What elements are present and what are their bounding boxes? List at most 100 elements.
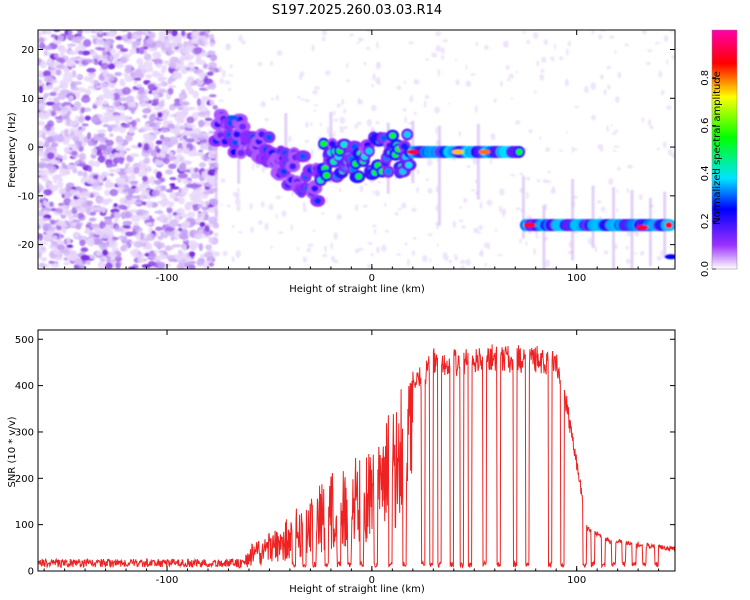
- spectrogram-noise-blob: [313, 104, 319, 107]
- spectrogram-noise-blob: [121, 87, 131, 95]
- spectrogram-noise-blob: [170, 235, 176, 241]
- spectrogram-noise-blob: [574, 105, 579, 109]
- spectrogram-noise-blob: [137, 256, 144, 264]
- spectrogram-noise-blob: [465, 64, 468, 70]
- snr-y-tick-label: 400: [15, 381, 34, 392]
- spectrogram-noise-blob: [169, 177, 177, 181]
- spectrogram-noise-blob: [231, 255, 235, 263]
- spectrogram-noise-blob: [77, 50, 84, 55]
- spectrogram-noise-blob: [157, 101, 165, 108]
- spectrogram-signal-core: [265, 134, 273, 141]
- spectrogram-noise-blob: [127, 31, 132, 40]
- spectrogram-noise-blob: [608, 177, 614, 186]
- spectrogram-streak: [437, 125, 441, 226]
- spectrogram-noise-blob: [149, 122, 157, 127]
- spectrogram-noise-blob: [168, 84, 177, 89]
- spectrogram-noise-blob: [91, 147, 98, 156]
- spectrogram-noise-blob: [193, 184, 202, 188]
- spectrogram-noise-blob: [115, 53, 120, 58]
- spectrogram-noise-blob: [161, 64, 167, 72]
- spectrogram-noise-blob: [204, 200, 210, 207]
- spectrogram-noise-blob: [199, 52, 209, 57]
- spectrogram-noise-blob: [128, 187, 136, 194]
- spectrogram-signal-core: [239, 123, 247, 130]
- spectrogram-noise-blob: [226, 204, 231, 208]
- spectrogram-noise-blob: [363, 61, 367, 66]
- spectrogram-noise-blob: [435, 185, 439, 193]
- spectrogram-noise-blob: [666, 58, 669, 66]
- spectrogram-noise-blob: [48, 58, 53, 64]
- spectrogram-noise-blob: [84, 115, 92, 121]
- spectrogram-signal-core: [311, 185, 319, 192]
- spectrogram-noise-blob: [660, 89, 665, 96]
- spectrogram-noise-blob: [227, 43, 231, 51]
- spectrogram-noise-blob: [528, 129, 533, 134]
- spectrogram-signal-core: [405, 161, 413, 169]
- spectrogram-noise-blob: [150, 177, 156, 186]
- spectrogram-noise-blob: [641, 117, 645, 123]
- spectrogram-noise-blob: [370, 104, 377, 112]
- spectrogram-noise-blob: [401, 202, 407, 209]
- spectrogram-noise-blob: [138, 86, 145, 94]
- spectrogram-noise-blob: [184, 169, 191, 173]
- spectrogram-noise-blob: [63, 197, 72, 206]
- spectrogram-signal-core: [230, 148, 238, 156]
- spectrogram-noise-blob: [154, 40, 163, 48]
- spectrogram-noise-blob: [103, 112, 113, 117]
- spectrogram-noise-blob: [135, 47, 140, 54]
- spectrogram-noise-blob: [45, 123, 52, 132]
- spectrogram-noise-blob: [231, 224, 235, 229]
- spectrogram-noise-blob: [158, 31, 167, 38]
- spectrogram-noise-blob: [75, 186, 81, 190]
- spectrogram-noise-blob: [77, 140, 83, 148]
- spectrogram-noise-blob: [80, 254, 91, 261]
- spectrogram-noise-blob: [143, 53, 152, 61]
- spectrogram-noise-blob: [366, 30, 372, 33]
- spectrogram-noise-blob: [465, 258, 471, 266]
- spectrogram-noise-blob: [428, 258, 432, 262]
- spectrogram-noise-blob: [171, 30, 178, 37]
- spectrogram-noise-blob: [142, 114, 148, 119]
- spectrogram-noise-blob: [610, 124, 613, 127]
- spectrogram-noise-blob: [193, 46, 203, 55]
- spectrogram-hotspot: [636, 225, 649, 231]
- spectrogram-noise-blob: [331, 132, 336, 138]
- spectrogram-noise-blob: [66, 59, 76, 67]
- spectrogram-noise-blob: [97, 129, 107, 134]
- snr-plot-area: [38, 330, 675, 571]
- spectrogram-noise-blob: [42, 226, 49, 232]
- spectrogram-noise-blob: [338, 188, 342, 193]
- spectrogram-noise-blob: [599, 74, 604, 80]
- snr-x-tick-label: 0: [369, 575, 375, 586]
- spectrogram-noise-blob: [73, 101, 82, 109]
- spectrogram-noise-blob: [173, 197, 180, 202]
- spectrogram-noise-blob: [238, 35, 244, 42]
- spectrogram-noise-blob: [168, 61, 177, 69]
- spectrogram-noise-blob: [99, 230, 110, 239]
- colorbar-tick-label: 0.0: [700, 261, 711, 277]
- spectrogram-noise-blob: [536, 179, 541, 183]
- spectrogram-noise-blob: [479, 249, 484, 257]
- spectrogram-noise-blob: [363, 183, 369, 186]
- spectrogram-noise-blob: [72, 231, 80, 238]
- spectrogram-noise-blob: [70, 131, 76, 137]
- spectrogram-noise-blob: [486, 199, 493, 206]
- spectrogram-noise-blob: [125, 95, 135, 103]
- spectrogram-noise-blob: [141, 184, 151, 189]
- spectrogram-noise-blob: [119, 97, 128, 102]
- spectrogram-noise-blob: [51, 240, 58, 246]
- spectrogram-noise-blob: [435, 126, 438, 135]
- spectrogram-noise-blob: [123, 73, 128, 77]
- spectrogram-noise-blob: [86, 207, 91, 216]
- spectrogram-noise-blob: [213, 222, 220, 229]
- spectrogram-noise-blob: [63, 261, 70, 266]
- spectrogram-noise-blob: [603, 250, 609, 255]
- snr-frame: [37, 329, 676, 572]
- spectrogram-noise-blob: [625, 245, 629, 250]
- spectrogram-noise-blob: [626, 230, 631, 237]
- spectrogram-noise-blob: [176, 208, 185, 216]
- spectrogram-noise-blob: [190, 82, 196, 86]
- spectrogram-noise-blob: [80, 191, 91, 198]
- spectrogram-noise-blob: [299, 71, 305, 78]
- spectrogram-noise-blob: [269, 245, 274, 249]
